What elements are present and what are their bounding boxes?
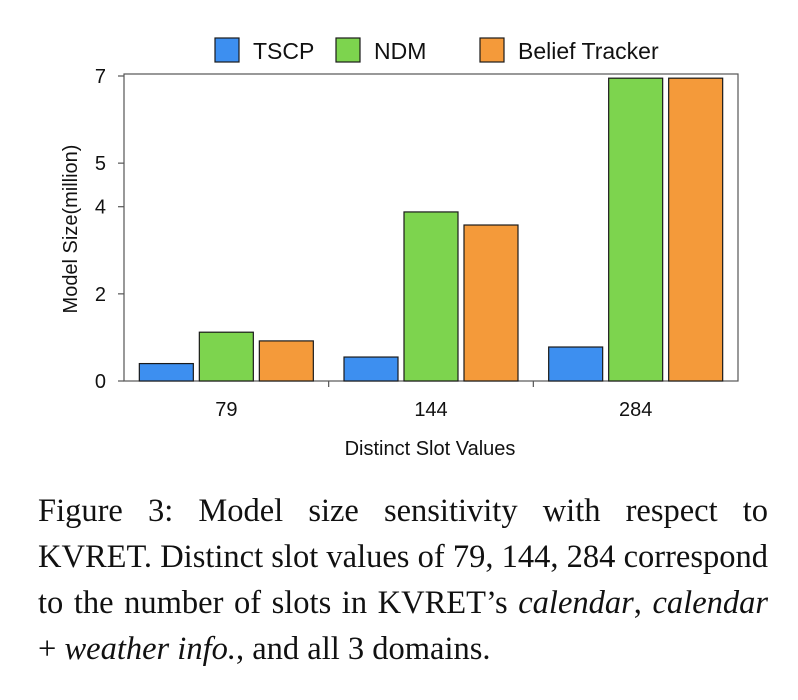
figure-caption: Figure 3: Model size sensitivity with re… <box>38 488 768 672</box>
y-tick-label: 2 <box>95 284 106 306</box>
bar-belief-tracker-284 <box>668 77 724 382</box>
bar-ndm-79 <box>198 331 254 382</box>
bar-ndm-144 <box>403 211 459 382</box>
x-tick-label: 144 <box>414 399 447 421</box>
caption-text-3: + <box>38 631 65 667</box>
caption-emphasis-calendar: calendar <box>518 585 634 621</box>
bar-belief-tracker-79 <box>258 340 314 382</box>
bar-tscp-284 <box>548 346 604 382</box>
caption-text-2: , <box>633 585 653 621</box>
x-tick-label: 284 <box>619 399 652 421</box>
legend-swatch-tscp <box>214 37 240 63</box>
bar-ndm-284 <box>608 77 664 382</box>
legend: TSCP NDM Belief Tracker <box>214 37 659 64</box>
bar-tscp-79 <box>138 362 194 382</box>
bar-chart: TSCP NDM Belief Tracker 0 2 4 5 7 79 144 284 Dis… <box>60 37 739 460</box>
legend-label: Belief Tracker <box>518 38 659 64</box>
bars <box>138 77 724 382</box>
caption-text-4: , and all 3 domains. <box>235 631 491 667</box>
y-axis-label: Model Size(million) <box>60 145 82 314</box>
y-axis: 0 2 4 5 7 <box>95 66 124 393</box>
x-tick-label: 79 <box>215 399 237 421</box>
caption-emphasis-calendar-2: calendar <box>652 585 769 621</box>
y-tick-label: 0 <box>95 371 106 393</box>
legend-label: TSCP <box>253 38 314 64</box>
legend-swatch-ndm <box>335 37 361 63</box>
y-tick-label: 7 <box>95 66 106 88</box>
legend-label: NDM <box>374 38 426 64</box>
legend-swatch-belief-tracker <box>479 37 505 63</box>
bar-tscp-144 <box>343 356 399 382</box>
x-axis-label: Distinct Slot Values <box>345 438 516 460</box>
caption-emphasis-weather: weather info. <box>64 631 236 667</box>
y-tick-label: 4 <box>95 197 106 219</box>
y-tick-label: 5 <box>95 153 106 175</box>
bar-belief-tracker-144 <box>463 224 519 382</box>
x-axis: 79 144 284 <box>215 381 652 421</box>
caption-text: Figure 3: Model size sensitivity with re… <box>38 493 768 621</box>
